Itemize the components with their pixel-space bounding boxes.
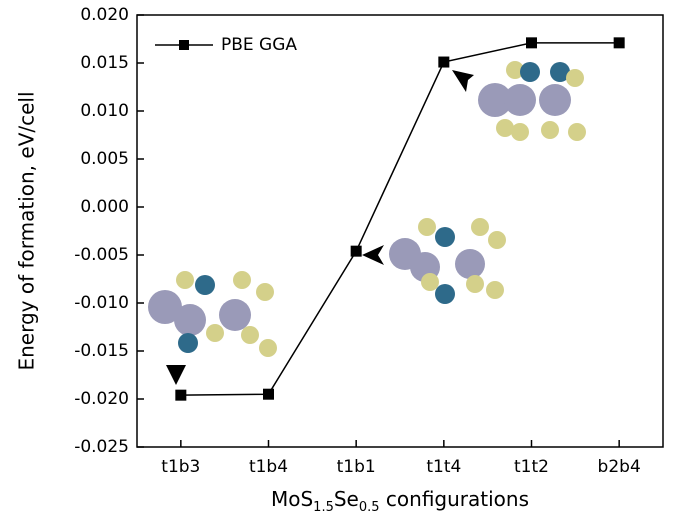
data-point: [613, 37, 625, 49]
data-point: [526, 37, 537, 49]
y-tick-label: 0.015: [80, 53, 129, 73]
data-point: [350, 245, 362, 257]
x-tick-label: t1t2: [514, 457, 549, 477]
x-label-part: Se: [334, 487, 359, 511]
x-label-part: configurations: [380, 487, 529, 511]
y-tick-label: -0.015: [74, 341, 129, 361]
x-tick-label: b2b4: [598, 457, 641, 477]
x-tick-label: t1t4: [426, 457, 461, 477]
x-tick-label: t1b3: [161, 457, 200, 477]
legend-label: PBE GGA: [221, 35, 297, 55]
y-tick-label: 0.020: [80, 5, 129, 25]
y-tick-label: -0.025: [74, 437, 129, 457]
x-tick-label: t1b4: [249, 457, 288, 477]
plot-frame: [136, 14, 664, 448]
y-axis-label: Energy of formation, eV/cell: [15, 91, 39, 370]
y-tick-label: -0.020: [74, 389, 129, 409]
y-tick-label: -0.010: [74, 293, 129, 313]
x-axis-label: MoS1.5Se0.5 configurations: [271, 487, 529, 515]
y-tick-label: 0.010: [80, 101, 129, 121]
x-label-sub: 0.5: [359, 500, 380, 515]
y-tick-label: 0.000: [80, 197, 129, 217]
data-point: [175, 389, 187, 401]
data-point: [438, 56, 450, 68]
y-tick-label: 0.005: [80, 149, 129, 169]
data-point: [263, 388, 274, 400]
series-line: [180, 42, 620, 396]
y-tick-label: -0.005: [74, 245, 129, 265]
legend-marker: [179, 40, 189, 50]
molecule-illustrations: [148, 61, 586, 385]
x-label-part: MoS: [271, 487, 313, 511]
x-label-sub: 1.5: [313, 500, 334, 515]
x-tick-label: t1b1: [337, 457, 376, 477]
